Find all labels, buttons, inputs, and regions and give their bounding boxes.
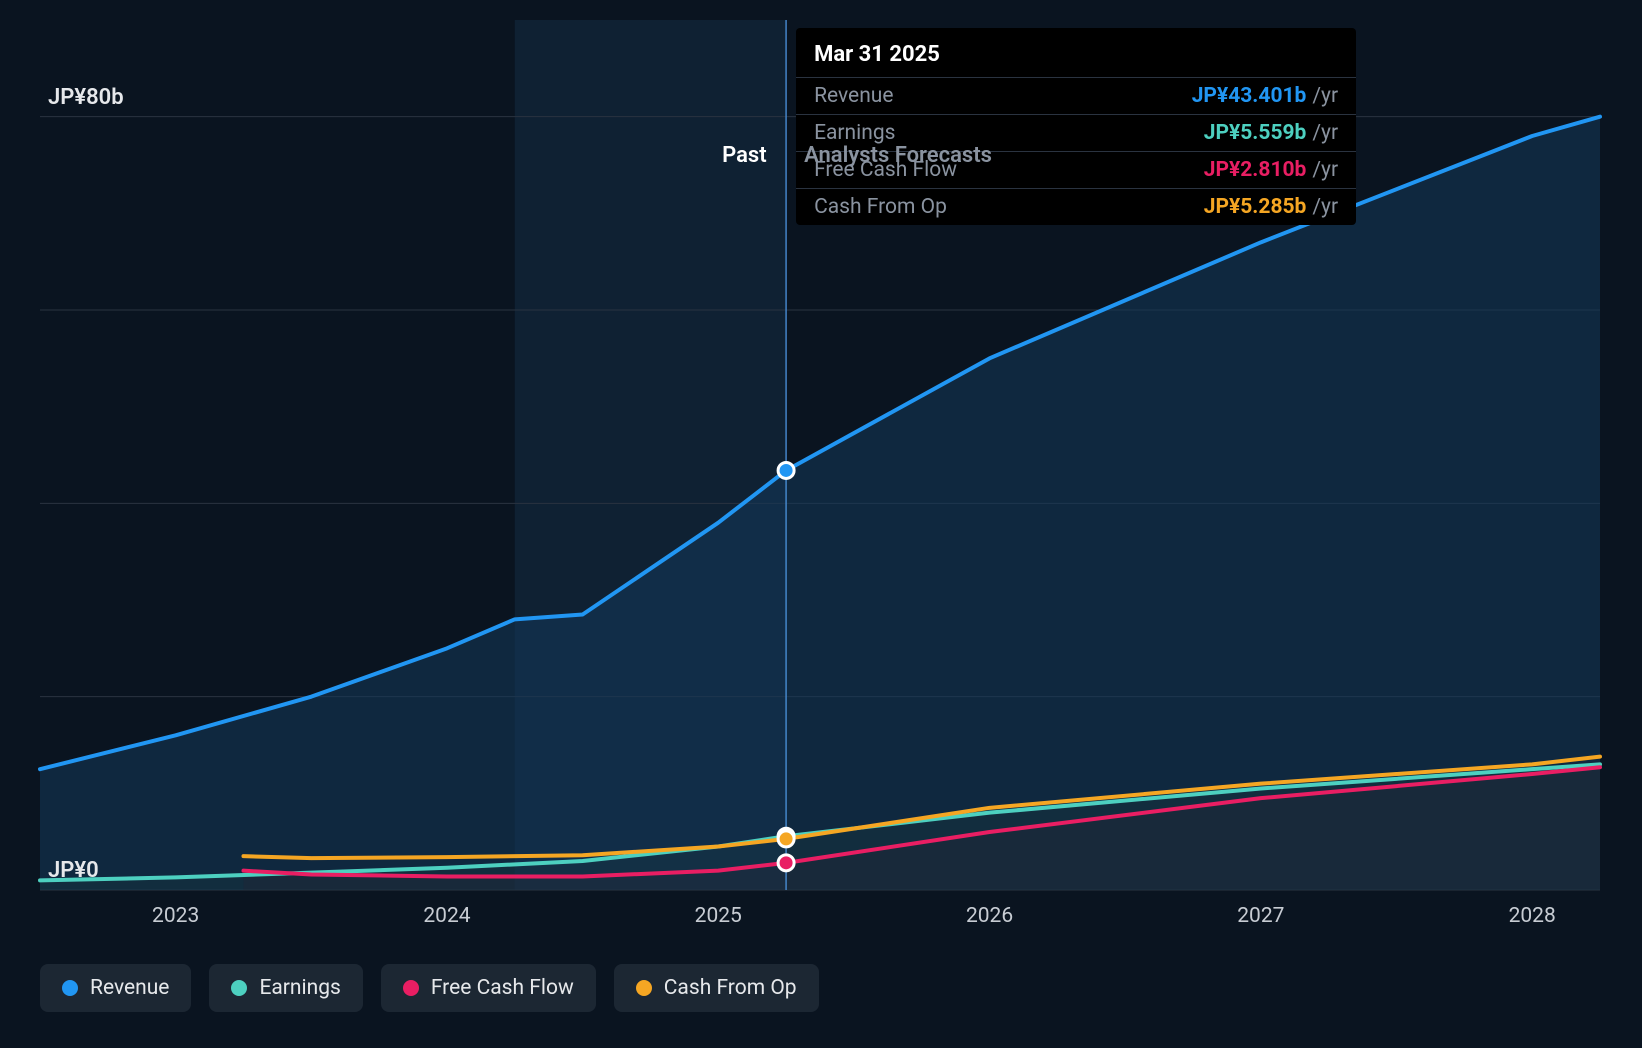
x-axis-label: 2026	[966, 904, 1013, 928]
x-axis-label: 2027	[1237, 904, 1284, 928]
x-axis-label: 2025	[695, 904, 742, 928]
y-axis-label: JP¥0	[48, 858, 99, 883]
tooltip-row: Revenue JP¥43.401b/yr	[796, 77, 1356, 114]
chart-legend: Revenue Earnings Free Cash Flow Cash From O…	[40, 964, 819, 1012]
split-past-label: Past	[722, 143, 767, 168]
tooltip-row-label: Earnings	[814, 121, 895, 145]
legend-item-cfo[interactable]: Cash From Op	[614, 964, 819, 1012]
tooltip-row-value: JP¥43.401b/yr	[1192, 84, 1338, 108]
tooltip-row-label: Revenue	[814, 84, 893, 108]
legend-dot-icon	[636, 980, 652, 996]
legend-item-revenue[interactable]: Revenue	[40, 964, 191, 1012]
tooltip-row-value: JP¥5.285b/yr	[1204, 195, 1338, 219]
tooltip-row-label: Cash From Op	[814, 195, 947, 219]
legend-item-earnings[interactable]: Earnings	[209, 964, 362, 1012]
x-axis-label: 2023	[152, 904, 199, 928]
tooltip-row-value: JP¥5.559b/yr	[1204, 121, 1338, 145]
legend-dot-icon	[62, 980, 78, 996]
x-axis-label: 2028	[1509, 904, 1556, 928]
tooltip-row: Cash From Op JP¥5.285b/yr	[796, 188, 1356, 225]
legend-dot-icon	[403, 980, 419, 996]
legend-dot-icon	[231, 980, 247, 996]
x-axis-label: 2024	[423, 904, 470, 928]
chart-tooltip: Mar 31 2025 Revenue JP¥43.401b/yr Earnings…	[796, 28, 1356, 225]
split-forecast-label: Analysts Forecasts	[804, 143, 992, 168]
legend-item-label: Earnings	[259, 976, 340, 1000]
legend-item-fcf[interactable]: Free Cash Flow	[381, 964, 596, 1012]
y-axis-label: JP¥80b	[48, 85, 124, 110]
tooltip-row-value: JP¥2.810b/yr	[1204, 158, 1338, 182]
tooltip-date: Mar 31 2025	[796, 28, 1356, 77]
legend-item-label: Revenue	[90, 976, 169, 1000]
legend-item-label: Cash From Op	[664, 976, 797, 1000]
legend-item-label: Free Cash Flow	[431, 976, 574, 1000]
financials-chart[interactable]: Mar 31 2025 Revenue JP¥43.401b/yr Earnings…	[0, 0, 1642, 1048]
